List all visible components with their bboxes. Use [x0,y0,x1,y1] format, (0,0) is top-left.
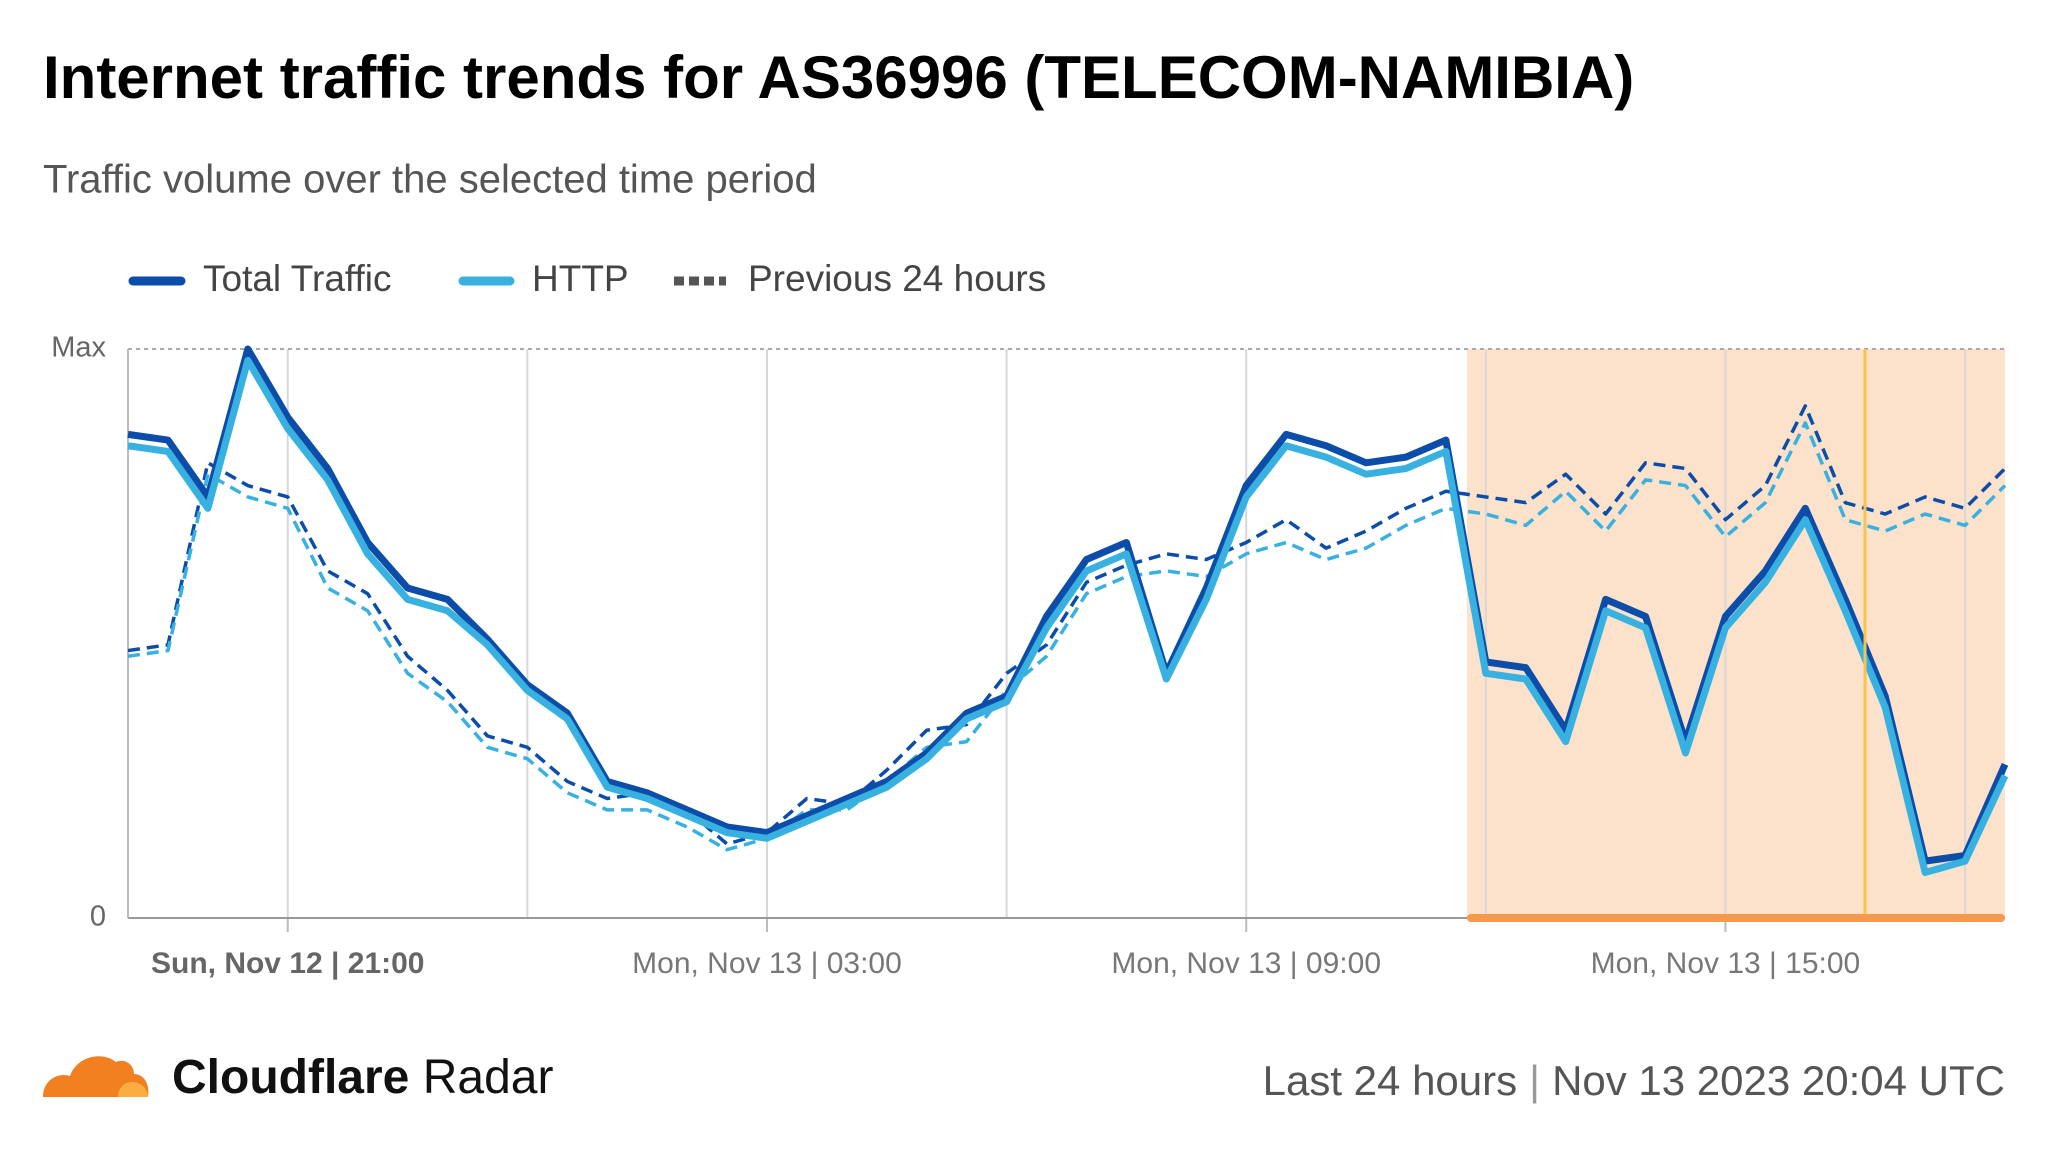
x-tick-label: Sun, Nov 12 | 21:00 [151,947,425,980]
plot: Sun, Nov 12 | 21:00 Mon, Nov 13 | 03:00 Mo… [51,332,2009,980]
x-tick-label: Mon, Nov 13 | 09:00 [1111,947,1381,980]
brand: Cloudflare Radar [172,1051,553,1104]
series-line [127,356,2009,876]
brand-name: Cloudflare [172,1051,409,1104]
footer-meta: Last 24 hours | Nov 13 2023 20:04 UTC [1263,1057,2005,1104]
x-tick-label: Mon, Nov 13 | 03:00 [632,947,902,980]
period: Last 24 hours [1263,1057,1518,1104]
logo [43,1056,149,1097]
logo-cloud [118,1082,148,1097]
highlight-bar [1467,914,2005,922]
y-tick-label: 0 [90,901,106,933]
previous-line [127,404,2007,846]
title: Internet traffic trends for AS36996 (TEL… [43,44,1634,111]
highlight-region [1467,349,2005,918]
legend-label: HTTP [532,258,629,299]
legend: Total Traffic HTTP Previous 24 hours [128,258,1046,299]
previous-line [127,421,2007,852]
legend-label: Previous 24 hours [748,258,1046,299]
product-name: Radar [423,1051,554,1104]
timestamp: Nov 13 2023 20:04 UTC [1552,1057,2005,1104]
subtitle: Traffic volume over the selected time pe… [43,158,817,202]
separator: | [1529,1057,1540,1104]
x-tick-label: Mon, Nov 13 | 15:00 [1591,947,1861,980]
legend-label: Total Traffic [203,258,392,299]
y-tick-label: Max [51,332,106,364]
